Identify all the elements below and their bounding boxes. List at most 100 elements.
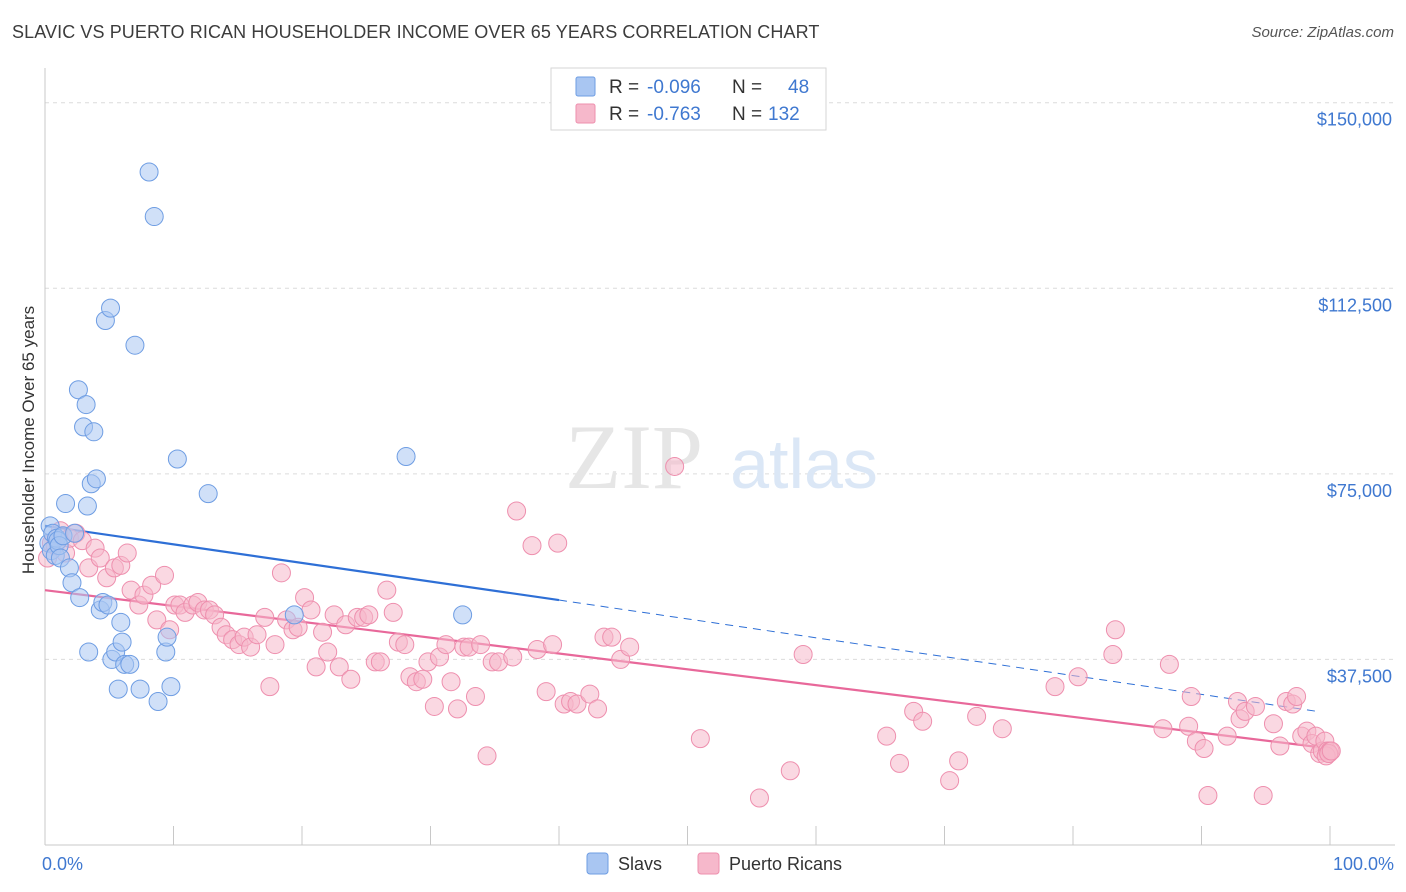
slavs-point <box>125 335 145 355</box>
slavs-point <box>62 573 82 593</box>
slavs-point <box>108 679 128 699</box>
puerto-rican-point <box>890 753 910 773</box>
puerto-rican-point <box>940 771 960 791</box>
puerto-rican-point <box>424 696 444 716</box>
y-axis-label: Householder Income Over 65 years <box>19 306 38 574</box>
puerto-rican-point <box>271 563 291 583</box>
slavs-r-value: -0.096 <box>647 77 701 98</box>
puerto-rican-point <box>567 694 587 714</box>
puerto-rican-point <box>370 652 390 672</box>
puerto-rican-point <box>1194 739 1214 759</box>
puerto-rican-point <box>780 761 800 781</box>
puerto-rican-point <box>1068 667 1088 687</box>
puerto-rican-point <box>503 647 523 667</box>
puerto-rican-points <box>38 456 1341 808</box>
source-credit: Source: ZipAtlas.com <box>1251 24 1394 41</box>
puerto-rican-point <box>580 684 600 704</box>
puerto-rican-point <box>1103 644 1123 664</box>
slavs-point <box>148 691 168 711</box>
slavs-point <box>111 612 131 632</box>
puerto-rican-point <box>306 657 326 677</box>
slavs-point <box>77 496 97 516</box>
puerto-rican-point <box>383 602 403 622</box>
slavs-bottom-label: Slavs <box>618 854 662 874</box>
puerto-rican-point <box>507 501 527 521</box>
puerto-rican-trend-line <box>44 589 1331 750</box>
slavs-r-label: R = <box>609 77 639 98</box>
puerto-rican-point <box>413 669 433 689</box>
axes <box>44 68 1395 846</box>
slavs-n-value: 48 <box>788 77 809 98</box>
pr-n-label: N = <box>732 104 762 125</box>
puerto-rican-point <box>155 565 175 585</box>
puerto-rican-point <box>318 642 338 662</box>
puerto-rican-point <box>265 635 285 655</box>
slavs-point <box>65 523 85 543</box>
puerto-rican-point <box>1045 677 1065 697</box>
slavs-n-label: N = <box>732 77 762 98</box>
pr-r-label: R = <box>609 104 639 125</box>
slavs-point <box>101 298 121 318</box>
slavs-point <box>161 677 181 697</box>
x-tick-label-left: 0.0% <box>42 854 83 874</box>
x-tick-labels: 0.0% 100.0% <box>42 854 1394 874</box>
pr-legend-swatch <box>575 103 596 124</box>
puerto-rican-point <box>1179 716 1199 736</box>
pr-r-value: -0.763 <box>647 104 701 125</box>
puerto-rican-point <box>1105 620 1125 640</box>
slavs-point <box>167 449 187 469</box>
puerto-rican-point <box>1321 741 1341 761</box>
puerto-rican-point <box>359 605 379 625</box>
puerto-rican-point <box>1270 736 1290 756</box>
series-legend: Slavs Puerto Ricans <box>586 852 842 875</box>
puerto-rican-point <box>949 751 969 771</box>
puerto-rican-point <box>793 644 813 664</box>
slavs-point <box>284 605 304 625</box>
y-tick-label: $37,500 <box>1327 666 1392 686</box>
slavs-point <box>84 422 104 442</box>
puerto-rican-point <box>301 600 321 620</box>
y-tick-labels: $150,000 $112,500 $75,000 $37,500 <box>1317 110 1392 687</box>
pr-n-value: 132 <box>768 104 800 125</box>
x-tick-label-right: 100.0% <box>1333 854 1394 874</box>
puerto-rican-point <box>329 657 349 677</box>
slavs-point <box>157 627 177 647</box>
puerto-rican-point <box>117 543 137 563</box>
puerto-rican-point <box>522 536 542 556</box>
puerto-rican-point <box>913 711 933 731</box>
watermark: ZIP atlas <box>565 406 878 508</box>
watermark-atlas: atlas <box>730 425 878 503</box>
puerto-rican-point <box>147 610 167 630</box>
slavs-point <box>79 642 99 662</box>
puerto-rican-point <box>992 719 1012 739</box>
slavs-point <box>86 469 106 489</box>
puerto-rican-point <box>877 726 897 746</box>
slavs-point <box>139 162 159 182</box>
puerto-rican-point <box>620 637 640 657</box>
watermark-zip: ZIP <box>565 406 703 508</box>
puerto-rican-point <box>749 788 769 808</box>
puerto-rican-point <box>465 687 485 707</box>
puerto-rican-point <box>967 706 987 726</box>
puerto-rican-point <box>436 635 456 655</box>
puerto-rican-point <box>543 635 563 655</box>
puerto-rican-point <box>313 622 333 642</box>
puerto-rican-point <box>395 635 415 655</box>
slavs-point <box>56 494 76 514</box>
slavs-point <box>453 605 473 625</box>
pr-bottom-swatch <box>697 852 720 875</box>
pr-bottom-label: Puerto Ricans <box>729 854 842 874</box>
slavs-legend-swatch <box>575 76 596 97</box>
slavs-points <box>39 162 473 711</box>
slavs-point <box>144 207 164 227</box>
puerto-rican-point <box>377 580 397 600</box>
puerto-rican-point <box>588 699 608 719</box>
puerto-rican-point <box>602 627 622 647</box>
puerto-rican-point <box>477 746 497 766</box>
slavs-point <box>76 395 96 415</box>
slavs-trend-line <box>44 524 560 602</box>
puerto-rican-point <box>247 625 267 645</box>
slavs-point <box>68 380 88 400</box>
puerto-rican-point <box>1159 654 1179 674</box>
